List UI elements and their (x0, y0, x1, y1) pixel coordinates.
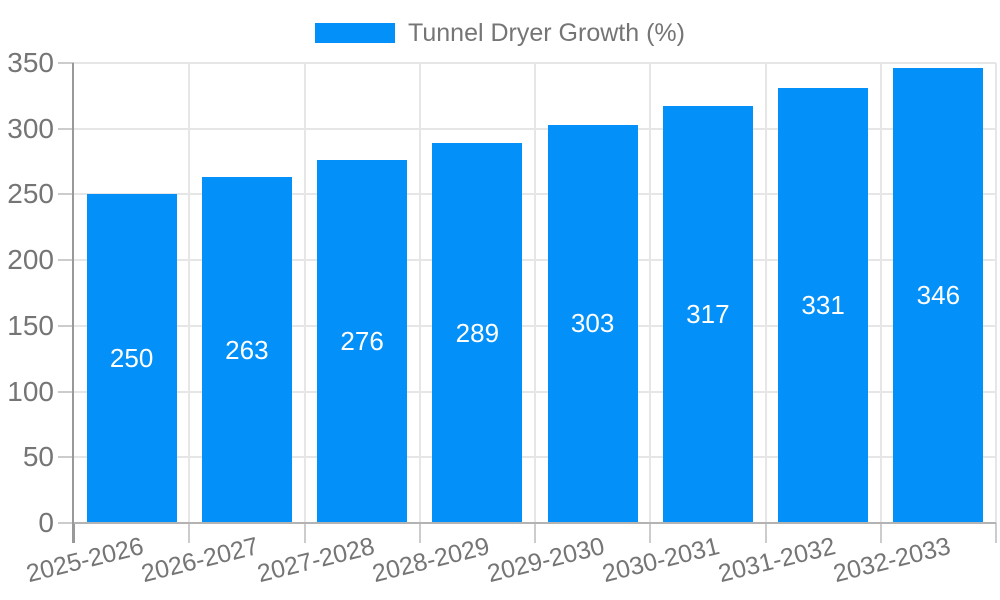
x-gridline (764, 63, 767, 523)
bar-value-label: 250 (109, 343, 154, 374)
x-axis-label: 2026-2027 (138, 532, 262, 589)
x-axis-label: 2031-2032 (715, 532, 838, 589)
bar[interactable]: 331 (778, 87, 869, 523)
y-axis-tick (58, 522, 74, 524)
x-axis-tick (649, 523, 652, 543)
bar-value-label: 263 (225, 334, 269, 365)
y-axis-label: 0 (38, 507, 54, 538)
x-gridline (995, 63, 997, 523)
x-gridline (188, 63, 191, 523)
y-axis-label: 350 (7, 47, 54, 78)
x-axis-tick (303, 523, 306, 543)
y-axis-label: 100 (7, 375, 54, 407)
y-axis-tick (58, 390, 74, 393)
x-axis-tick (879, 523, 882, 543)
bar[interactable]: 303 (547, 124, 638, 523)
x-gridline (303, 63, 306, 523)
x-gridline (649, 63, 652, 523)
bar-value-label: 331 (801, 289, 845, 320)
y-axis-line (72, 63, 74, 543)
y-axis-tick (58, 324, 74, 327)
bar[interactable]: 263 (201, 177, 292, 523)
x-gridline (879, 63, 882, 523)
bar[interactable]: 276 (317, 160, 408, 523)
x-axis-tick (73, 523, 75, 543)
x-axis-tick (534, 523, 536, 543)
bar[interactable]: 346 (893, 68, 984, 523)
x-axis-tick (995, 523, 997, 543)
y-axis-label: 200 (7, 244, 54, 276)
x-axis-label: 2032-2033 (830, 532, 954, 589)
x-gridline (418, 63, 421, 523)
y-axis-label: 50 (22, 441, 54, 473)
bar-value-label: 317 (686, 299, 730, 330)
y-axis-label: 250 (7, 178, 54, 210)
legend-swatch (315, 23, 396, 43)
bar[interactable]: 289 (432, 143, 523, 523)
y-axis-tick (58, 456, 74, 459)
plot-area: 250 263 276 289 303 317 331 346 (74, 62, 997, 523)
x-axis-tick (764, 523, 767, 543)
bar[interactable]: 317 (662, 106, 753, 523)
x-gridline (534, 63, 536, 523)
x-axis-tick (188, 523, 191, 543)
y-axis-tick (58, 127, 74, 130)
y-axis-label: 300 (7, 112, 54, 144)
x-axis-label: 2029-2030 (484, 532, 608, 589)
x-axis-label: 2025-2026 (23, 532, 147, 589)
bar-value-label: 289 (455, 317, 500, 348)
x-axis-label: 2030-2031 (599, 532, 723, 589)
bar[interactable]: 250 (86, 194, 177, 523)
bar-value-label: 303 (570, 308, 615, 339)
x-axis-label: 2028-2029 (369, 532, 493, 589)
y-axis-tick (58, 193, 74, 196)
legend-label: Tunnel Dryer Growth (%) (408, 18, 685, 47)
bar-value-label: 276 (340, 326, 384, 357)
y-axis-label: 150 (7, 309, 54, 341)
x-axis-line (74, 522, 996, 524)
x-axis-tick (418, 523, 421, 543)
legend[interactable]: Tunnel Dryer Growth (%) (0, 13, 1000, 53)
y-axis-tick (58, 259, 74, 262)
x-axis-label: 2027-2028 (254, 532, 377, 589)
y-axis-tick (58, 62, 74, 64)
bar-value-label: 346 (916, 280, 961, 311)
